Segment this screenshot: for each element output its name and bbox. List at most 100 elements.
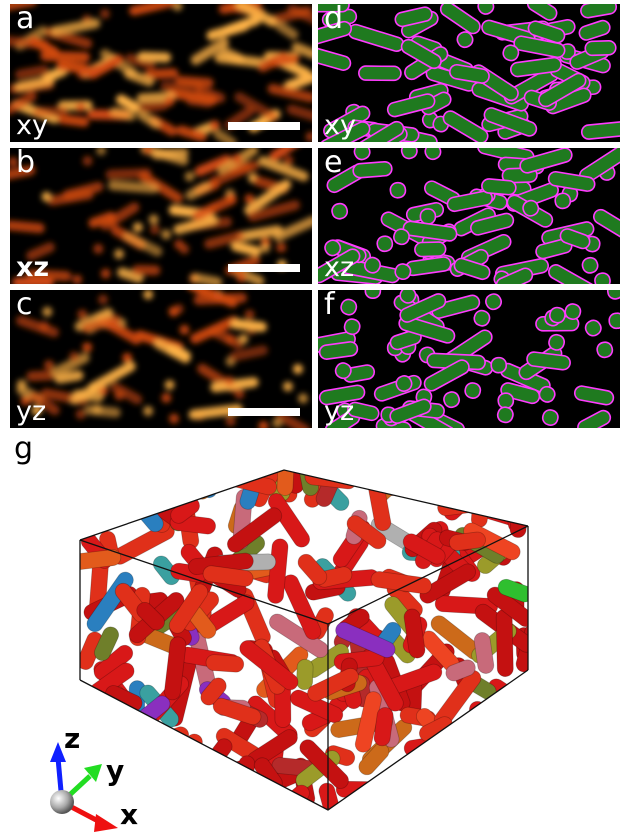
particle-blob [10, 35, 50, 50]
segmented-particle [578, 19, 611, 41]
rod [202, 565, 254, 587]
segmented-particle [490, 356, 508, 374]
rod [346, 515, 387, 550]
raw-image-c [15, 290, 311, 428]
segmented-particle [352, 160, 393, 179]
particle-blob [194, 154, 232, 177]
panel-d-xy-seg: d xy [318, 4, 620, 142]
particle-blob [81, 314, 121, 333]
particle-blob [160, 81, 204, 92]
particle-blob [234, 388, 245, 399]
rod [435, 761, 474, 810]
particle-blob [214, 52, 268, 68]
particle-blob [161, 392, 172, 403]
segmented-particle [548, 333, 566, 351]
particle-blob [305, 131, 312, 142]
rod [180, 793, 216, 810]
segmented-particle [453, 257, 491, 281]
particle-blob [213, 129, 237, 142]
rod [445, 659, 476, 682]
segmented-particle [347, 401, 380, 422]
panel-letter: f [324, 290, 335, 322]
segmented-particle [364, 290, 382, 300]
particle-blob [143, 290, 154, 300]
segmented-particle [318, 20, 353, 45]
particle-blob [166, 344, 191, 361]
particle-blob [26, 242, 55, 261]
scale-bar [228, 264, 300, 272]
particle-blob [282, 381, 293, 392]
segmented-particle [608, 312, 620, 330]
segmented-particle [386, 93, 436, 118]
rod [162, 784, 183, 810]
rod [406, 758, 457, 808]
rod [469, 700, 503, 748]
segmented-particle [400, 148, 418, 160]
particle-blob [143, 405, 154, 416]
rod [358, 743, 390, 776]
particle-blob [82, 155, 93, 166]
panel-letter: c [16, 290, 33, 322]
particle-blob [209, 120, 220, 131]
rod [136, 601, 165, 631]
segmented-particle [334, 362, 352, 380]
panel-f-yz-seg: f yz [318, 290, 620, 428]
rod [419, 563, 477, 604]
rod [267, 493, 311, 548]
y-axis-label: y [106, 754, 124, 787]
rod [495, 608, 514, 677]
segmented-particle [446, 190, 493, 213]
particle-blob [10, 4, 38, 14]
rod [419, 765, 467, 805]
rod [152, 726, 190, 750]
particle-blob [232, 153, 243, 164]
particle-blob [92, 404, 103, 415]
particle-blob [10, 91, 37, 115]
particle-blob [15, 65, 49, 80]
rod [473, 632, 495, 674]
rod [488, 730, 528, 780]
particle-blob [69, 351, 80, 362]
panel-plane-label: xz [324, 252, 355, 283]
panel-plane-label: yz [324, 396, 355, 427]
segmented-particle [331, 202, 349, 220]
particle-blob [137, 109, 161, 129]
particle-blob [222, 15, 262, 36]
segmented-particle [393, 228, 410, 246]
segmented-particle [343, 318, 361, 336]
rod [462, 773, 490, 802]
particle-blob [10, 165, 36, 180]
panel-plane-label: xy [324, 110, 356, 141]
z-arrow-head [50, 742, 66, 762]
segmented-particle [606, 290, 620, 300]
segmented-particle [470, 212, 515, 236]
particle-blob [229, 345, 269, 362]
x-axis-label: x [120, 798, 138, 831]
rod [86, 498, 152, 517]
segmented-particle [402, 220, 458, 242]
segmented-particle [394, 263, 412, 281]
bounding-box [79, 469, 529, 811]
particle-blob [164, 96, 175, 107]
particle-blob [184, 171, 195, 182]
rod [267, 538, 289, 604]
origin-sphere [50, 790, 74, 814]
x-arrow-head [94, 814, 118, 832]
particle-blob [105, 168, 152, 180]
panel-letter: b [16, 148, 36, 180]
segmented-image-e [318, 148, 620, 284]
particle-blob [179, 244, 190, 255]
segmented-particle [581, 256, 599, 274]
particle-blob [230, 241, 262, 257]
segmented-particle [389, 181, 407, 199]
rod [335, 621, 396, 658]
particle-blob [144, 68, 179, 80]
rod [465, 764, 490, 800]
segmented-particle [509, 56, 562, 78]
segmented-particle [519, 148, 573, 174]
segmented-particle [596, 341, 614, 359]
rod [490, 717, 528, 738]
particle-blob [190, 273, 223, 284]
particle-blob [151, 148, 189, 160]
particle-blob [100, 8, 111, 19]
